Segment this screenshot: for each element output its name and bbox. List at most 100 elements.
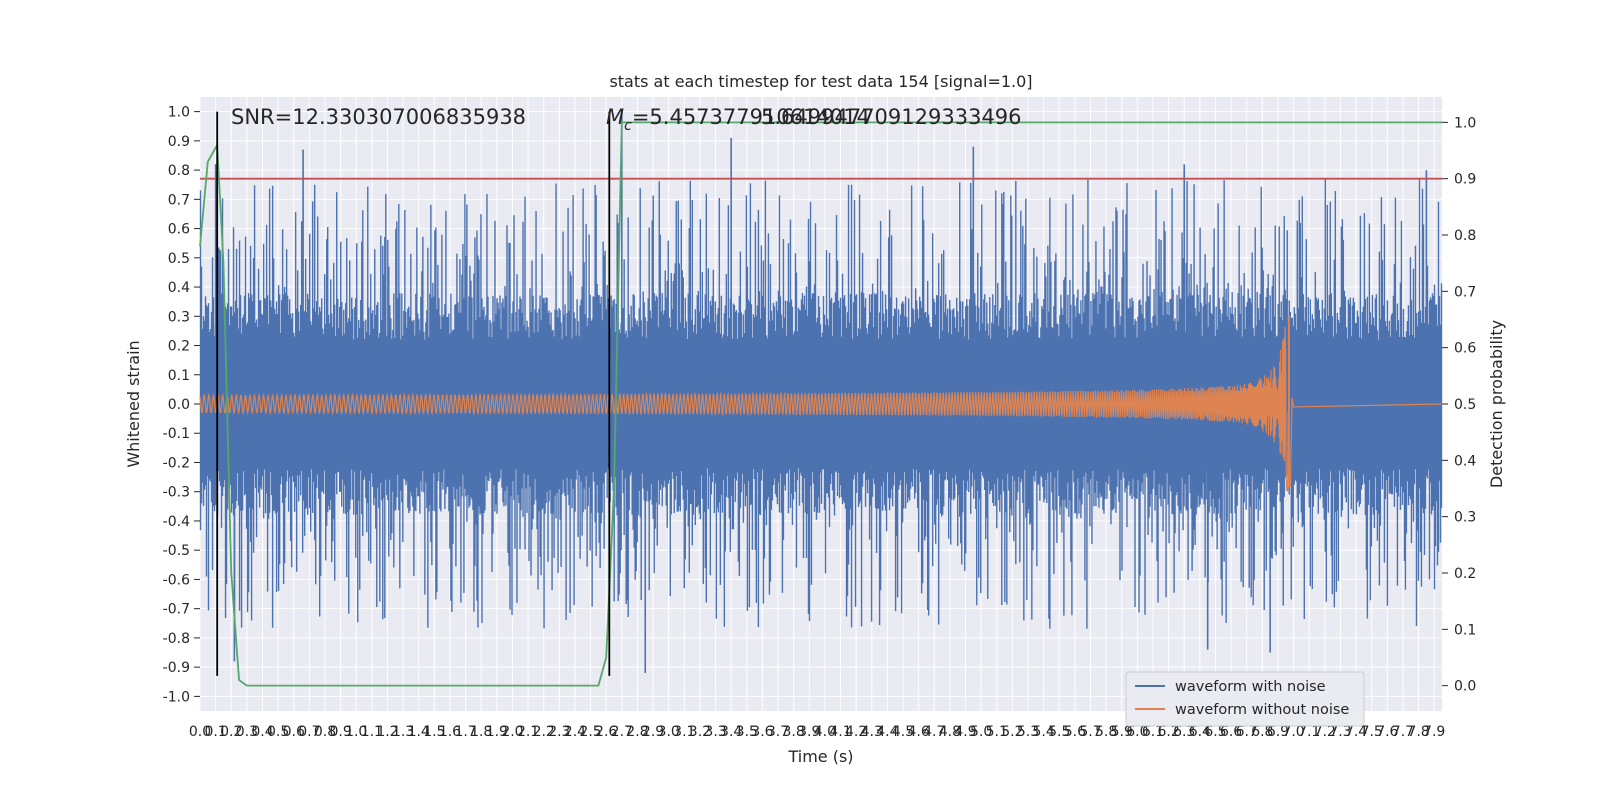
- x-tick-label: 3.4: [720, 724, 742, 740]
- x-tick-label: 5.0: [970, 724, 992, 740]
- x-tick-label: 1.9: [486, 724, 508, 740]
- chirp-mass-overlap-annotation: 5.649947709129333496: [761, 105, 1022, 129]
- right-axis-ticks: 0.0 0.1 0.2 0.3 0.4 0.5 0.6 0.7 0.8 0.9 1.0: [1442, 115, 1476, 695]
- x-tick-label: 4.0: [814, 724, 836, 740]
- x-tick-label: 6.1: [1142, 724, 1164, 740]
- y-tick-label: 0.7: [168, 192, 190, 208]
- x-tick-label: 5.5: [1048, 724, 1070, 740]
- x-axis-ticks: 0.00.10.20.30.40.50.60.70.80.91.01.11.21…: [189, 724, 1445, 740]
- x-tick-label: 3.8: [783, 724, 805, 740]
- snr-annotation: SNR=12.330307006835938: [231, 105, 526, 129]
- x-tick-label: 5.9: [1111, 724, 1133, 740]
- x-tick-label: 7.1: [1298, 724, 1320, 740]
- x-tick-label: 3.1: [673, 724, 695, 740]
- y2-tick-label: 0.6: [1454, 341, 1476, 357]
- x-tick-label: 0.7: [298, 724, 320, 740]
- y-tick-label: -0.4: [163, 514, 190, 530]
- x-tick-label: 2.1: [517, 724, 539, 740]
- x-tick-label: 2.0: [501, 724, 523, 740]
- x-tick-label: 3.3: [704, 724, 726, 740]
- y-tick-label: 1.0: [168, 105, 190, 121]
- y-tick-label: 0.5: [168, 251, 190, 267]
- x-tick-label: 4.6: [908, 724, 930, 740]
- x-tick-label: 0.9: [329, 724, 351, 740]
- x-tick-label: 2.6: [595, 724, 617, 740]
- y2-tick-label: 0.7: [1454, 284, 1476, 300]
- x-tick-label: 7.4: [1345, 724, 1367, 740]
- x-tick-label: 2.7: [611, 724, 633, 740]
- x-tick-label: 5.4: [1032, 724, 1054, 740]
- x-tick-label: 4.4: [876, 724, 898, 740]
- y-tick-label: -0.5: [163, 543, 190, 559]
- x-tick-label: 7.3: [1329, 724, 1351, 740]
- x-tick-label: 1.4: [408, 724, 430, 740]
- y2-tick-label: 1.0: [1454, 115, 1476, 131]
- x-tick-label: 4.7: [923, 724, 945, 740]
- x-tick-label: 6.9: [1267, 724, 1289, 740]
- x-tick-label: 3.6: [751, 724, 773, 740]
- x-tick-label: 6.4: [1189, 724, 1211, 740]
- x-tick-label: 2.4: [564, 724, 586, 740]
- y-tick-label: -0.7: [163, 602, 190, 618]
- y-tick-label: 0.4: [168, 280, 190, 296]
- y2-axis-label: Detection probability: [1487, 320, 1506, 488]
- legend-box: [1125, 671, 1365, 727]
- x-tick-label: 0.4: [251, 724, 273, 740]
- x-tick-label: 7.8: [1407, 724, 1429, 740]
- y-tick-label: 0.3: [168, 309, 190, 325]
- y-tick-label: 0.1: [168, 368, 190, 384]
- x-tick-label: 7.2: [1314, 724, 1336, 740]
- y2-tick-label: 0.8: [1454, 228, 1476, 244]
- y-tick-label: 0.0: [168, 397, 190, 413]
- x-tick-label: 6.6: [1220, 724, 1242, 740]
- x-tick-label: 1.5: [423, 724, 445, 740]
- x-tick-label: 5.8: [1095, 724, 1117, 740]
- y2-tick-label: 0.2: [1454, 566, 1476, 582]
- x-tick-label: 2.8: [626, 724, 648, 740]
- x-tick-label: 7.6: [1376, 724, 1398, 740]
- legend-label-clean: waveform without noise: [1175, 702, 1349, 718]
- chart-title: stats at each timestep for test data 154…: [609, 72, 1032, 91]
- x-tick-label: 1.7: [454, 724, 476, 740]
- y-tick-label: -1.0: [163, 689, 190, 705]
- x-tick-label: 1.2: [376, 724, 398, 740]
- y2-tick-label: 0.0: [1454, 679, 1476, 695]
- y2-tick-label: 0.4: [1454, 453, 1476, 469]
- x-tick-label: 1.0: [345, 724, 367, 740]
- detection-probability-line: [199, 121, 1442, 687]
- x-tick-label: 7.5: [1361, 724, 1383, 740]
- y-tick-label: -0.1: [163, 426, 190, 442]
- x-tick-label: 3.5: [736, 724, 758, 740]
- x-tick-label: 1.1: [361, 724, 383, 740]
- y2-tick-label: 0.1: [1454, 622, 1476, 638]
- y-tick-label: -0.9: [163, 660, 190, 676]
- x-tick-label: 5.1: [986, 724, 1008, 740]
- x-tick-label: 6.8: [1251, 724, 1273, 740]
- x-tick-label: 1.3: [392, 724, 414, 740]
- x-tick-label: 2.3: [548, 724, 570, 740]
- probability-layer: [199, 111, 1442, 687]
- y-tick-label: 0.2: [168, 339, 190, 355]
- y-axis-label: Whitened strain: [124, 340, 143, 467]
- x-tick-label: 0.5: [267, 724, 289, 740]
- y-tick-label: -0.2: [163, 455, 190, 471]
- x-tick-label: 4.1: [829, 724, 851, 740]
- x-tick-label: 4.9: [954, 724, 976, 740]
- x-tick-label: 0.1: [204, 724, 226, 740]
- x-tick-label: 3.9: [798, 724, 820, 740]
- legend: waveform with noise waveform without noi…: [1125, 671, 1365, 727]
- x-tick-label: 5.3: [1017, 724, 1039, 740]
- clean-waveform-trace: [199, 327, 1443, 492]
- x-tick-label: 3.2: [689, 724, 711, 740]
- x-tick-label: 5.6: [1064, 724, 1086, 740]
- x-tick-label: 3.0: [658, 724, 680, 740]
- y-tick-label: 0.8: [168, 163, 190, 179]
- x-tick-label: 4.2: [845, 724, 867, 740]
- noise-waveform-layer: [199, 111, 1443, 673]
- x-tick-label: 6.7: [1236, 724, 1258, 740]
- x-tick-label: 1.6: [439, 724, 461, 740]
- x-tick-label: 0.2: [220, 724, 242, 740]
- x-tick-label: 4.8: [939, 724, 961, 740]
- x-tick-label: 1.8: [470, 724, 492, 740]
